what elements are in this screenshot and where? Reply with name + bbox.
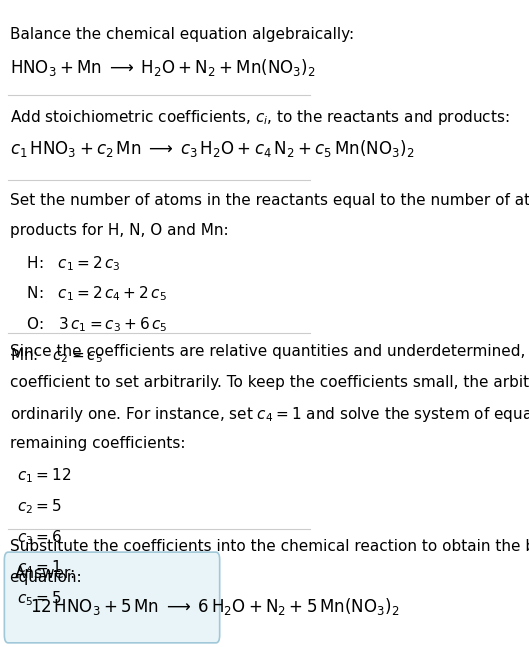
Text: $c_1\,\mathrm{HNO_3} + c_2\,\mathrm{Mn} \;\longrightarrow\; c_3\,\mathrm{H_2O} +: $c_1\,\mathrm{HNO_3} + c_2\,\mathrm{Mn} … <box>10 138 414 159</box>
Text: Add stoichiometric coefficients, $c_i$, to the reactants and products:: Add stoichiometric coefficients, $c_i$, … <box>10 107 509 127</box>
Text: remaining coefficients:: remaining coefficients: <box>10 436 185 451</box>
Text: Since the coefficients are relative quantities and underdetermined, choose a: Since the coefficients are relative quan… <box>10 344 529 359</box>
Text: ordinarily one. For instance, set $c_4 = 1$ and solve the system of equations fo: ordinarily one. For instance, set $c_4 =… <box>10 405 529 424</box>
Text: $c_1 = 12$: $c_1 = 12$ <box>17 466 71 485</box>
Text: equation:: equation: <box>10 570 82 585</box>
Text: Answer:: Answer: <box>15 566 76 581</box>
Text: $c_5 = 5$: $c_5 = 5$ <box>17 589 62 608</box>
Text: Balance the chemical equation algebraically:: Balance the chemical equation algebraica… <box>10 27 354 41</box>
Text: $c_2 = 5$: $c_2 = 5$ <box>17 497 62 516</box>
Text: H:   $c_1 = 2\,c_3$: H: $c_1 = 2\,c_3$ <box>17 254 121 272</box>
Text: Substitute the coefficients into the chemical reaction to obtain the balanced: Substitute the coefficients into the che… <box>10 540 529 554</box>
Text: $c_4 = 1$: $c_4 = 1$ <box>17 558 62 577</box>
Text: $c_3 = 6$: $c_3 = 6$ <box>17 528 62 547</box>
Text: $12\,\mathrm{HNO_3} + 5\,\mathrm{Mn} \;\longrightarrow\; 6\,\mathrm{H_2O} + \mat: $12\,\mathrm{HNO_3} + 5\,\mathrm{Mn} \;\… <box>30 596 399 617</box>
Text: O:   $3\,c_1 = c_3 + 6\,c_5$: O: $3\,c_1 = c_3 + 6\,c_5$ <box>17 315 168 334</box>
Text: products for H, N, O and Mn:: products for H, N, O and Mn: <box>10 223 228 238</box>
FancyBboxPatch shape <box>4 552 220 643</box>
Text: coefficient to set arbitrarily. To keep the coefficients small, the arbitrary va: coefficient to set arbitrarily. To keep … <box>10 375 529 389</box>
Text: Set the number of atoms in the reactants equal to the number of atoms in the: Set the number of atoms in the reactants… <box>10 193 529 208</box>
Text: $\mathrm{HNO_3 + Mn \;\longrightarrow\; H_2O + N_2 + Mn(NO_3)_2}$: $\mathrm{HNO_3 + Mn \;\longrightarrow\; … <box>10 57 315 78</box>
Text: Mn:   $c_2 = c_5$: Mn: $c_2 = c_5$ <box>10 346 103 364</box>
Text: N:   $c_1 = 2\,c_4 + 2\,c_5$: N: $c_1 = 2\,c_4 + 2\,c_5$ <box>17 285 167 303</box>
